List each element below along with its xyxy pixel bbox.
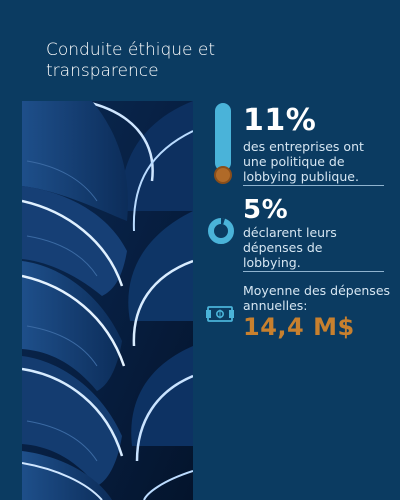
stat-value-declared-spending: 5% — [243, 195, 289, 225]
page-title: Conduite éthique et transparence — [46, 40, 216, 81]
stat-description-declared-spending: déclarent leurs dépenses de lobbying. — [243, 225, 337, 270]
spiral-staircase-image — [22, 101, 193, 500]
staircase-photo-graphic — [22, 101, 193, 500]
stat-value-average-spending: 14,4 M$ — [243, 313, 355, 341]
thermometer-icon — [212, 103, 234, 185]
divider — [243, 271, 384, 272]
stat-description-public-policy: des entreprises ont une politique de lob… — [243, 139, 364, 184]
stat-description-average-spending: Moyenne des dépenses annuelles: — [243, 283, 391, 313]
stat-value-public-policy: 11% — [243, 103, 317, 138]
donut-chart-icon — [206, 216, 236, 246]
money-icon — [206, 304, 236, 324]
divider — [243, 185, 384, 186]
